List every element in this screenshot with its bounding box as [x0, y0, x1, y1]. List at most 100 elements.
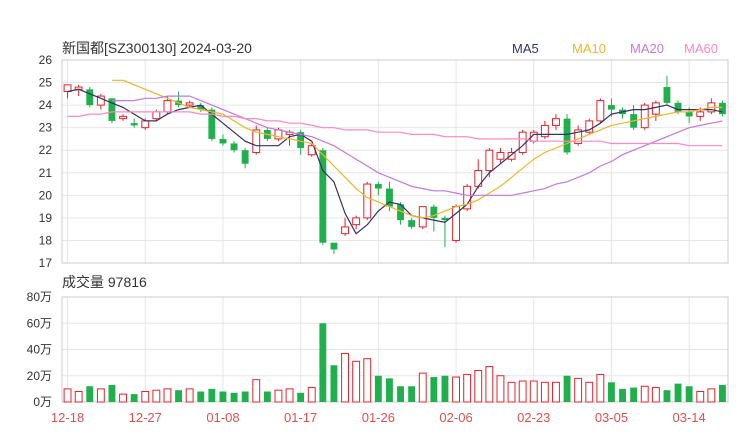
volume-bar — [507, 381, 516, 403]
price-tick-label: 26 — [39, 53, 53, 67]
volume-bar — [330, 365, 338, 402]
candle — [363, 181, 372, 221]
volume-bar — [474, 370, 483, 403]
candle — [552, 114, 560, 130]
candle — [397, 202, 404, 225]
date-tick-label: 02-23 — [517, 410, 550, 425]
candle-body — [640, 104, 649, 129]
volume-bar — [341, 352, 349, 403]
volume-bar — [386, 378, 393, 402]
candle-body — [119, 115, 127, 120]
candle-body — [397, 204, 404, 221]
volume-bar — [552, 381, 560, 403]
candle-body — [496, 151, 505, 160]
date-tick-label: 01-08 — [206, 410, 239, 425]
candle — [719, 100, 726, 117]
volume-bar — [529, 380, 538, 403]
candle-body — [197, 105, 205, 110]
candle-body — [507, 151, 516, 160]
candle-body — [108, 98, 116, 121]
volume-bar — [130, 394, 138, 402]
volume-bar — [485, 366, 494, 403]
volume-bar — [175, 390, 182, 402]
volume-bar — [540, 381, 549, 403]
volume-tick-label: 80万 — [27, 290, 52, 304]
volume-tick-label: 40万 — [27, 343, 52, 357]
price-tick-label: 23 — [39, 121, 53, 135]
volume-bar — [307, 387, 316, 403]
volume-bar — [674, 383, 682, 402]
legend-ma10: MA10 — [572, 41, 606, 56]
candle — [219, 134, 227, 146]
candle — [341, 217, 349, 236]
volume-bar — [74, 391, 83, 403]
candle — [518, 129, 527, 155]
candle-body — [352, 217, 361, 226]
volume-bar — [518, 380, 527, 403]
volume-bar — [496, 375, 505, 403]
volume-bar — [441, 375, 449, 402]
candle — [252, 125, 261, 155]
volume-bar — [685, 386, 693, 402]
legend-ma60: MA60 — [684, 41, 718, 56]
volume-bar — [619, 388, 626, 402]
candle-body — [563, 118, 571, 153]
volume-bar — [152, 389, 161, 403]
ma20-line — [111, 95, 723, 196]
volume-title: 成交量 97816 — [62, 274, 147, 290]
volume-bar — [252, 379, 261, 403]
candle — [130, 118, 138, 128]
candle-body — [185, 102, 194, 106]
date-tick-label: 12-27 — [129, 410, 162, 425]
candle-body — [219, 138, 227, 144]
candle-body — [430, 206, 438, 218]
candle-body — [96, 95, 105, 106]
candle — [197, 102, 205, 112]
volume-bar — [596, 373, 605, 403]
candle-body — [574, 129, 583, 144]
candle — [574, 125, 583, 146]
candle-body — [485, 149, 494, 172]
price-tick-label: 24 — [39, 98, 53, 112]
volume-bar — [108, 384, 116, 402]
candle — [330, 242, 338, 254]
candle — [630, 105, 638, 130]
candle-body — [152, 111, 161, 120]
candle-body — [408, 220, 416, 227]
candle-body — [540, 124, 549, 138]
volume-bar — [608, 382, 615, 402]
date-tick-label: 03-14 — [673, 410, 706, 425]
volume-bar — [696, 391, 705, 403]
volume-bar — [430, 377, 438, 402]
candle-body — [518, 131, 527, 153]
volume-frame — [61, 296, 729, 403]
candle-body — [208, 109, 216, 139]
candle-body — [163, 100, 172, 113]
candle — [119, 114, 127, 121]
volume-bar — [119, 393, 127, 403]
candle-body — [418, 206, 427, 228]
volume-bar — [707, 388, 716, 403]
ma5-line — [67, 88, 723, 235]
volume-bar — [241, 391, 249, 402]
candle-body — [341, 226, 349, 235]
date-axis-ticks: 12-18 12-27 01-08 01-17 01-26 02-06 02-23 03-05… — [51, 410, 706, 425]
candle-body — [386, 188, 393, 207]
volume-tick-label: 20万 — [27, 369, 52, 383]
candle-body — [319, 150, 327, 243]
volume-bar — [185, 388, 194, 403]
volume-bar — [208, 388, 216, 402]
price-frame — [61, 59, 729, 264]
volume-bar — [219, 391, 227, 402]
date-tick-label: 12-18 — [51, 410, 84, 425]
date-tick-label: 02-06 — [439, 410, 472, 425]
volume-bar — [96, 388, 105, 403]
volume-bar — [363, 358, 372, 403]
candle — [86, 87, 94, 108]
candle-body — [441, 217, 449, 221]
candle-body — [674, 102, 682, 112]
candle-body — [719, 102, 726, 115]
candle-body — [596, 100, 605, 122]
ma10-line — [111, 79, 723, 219]
